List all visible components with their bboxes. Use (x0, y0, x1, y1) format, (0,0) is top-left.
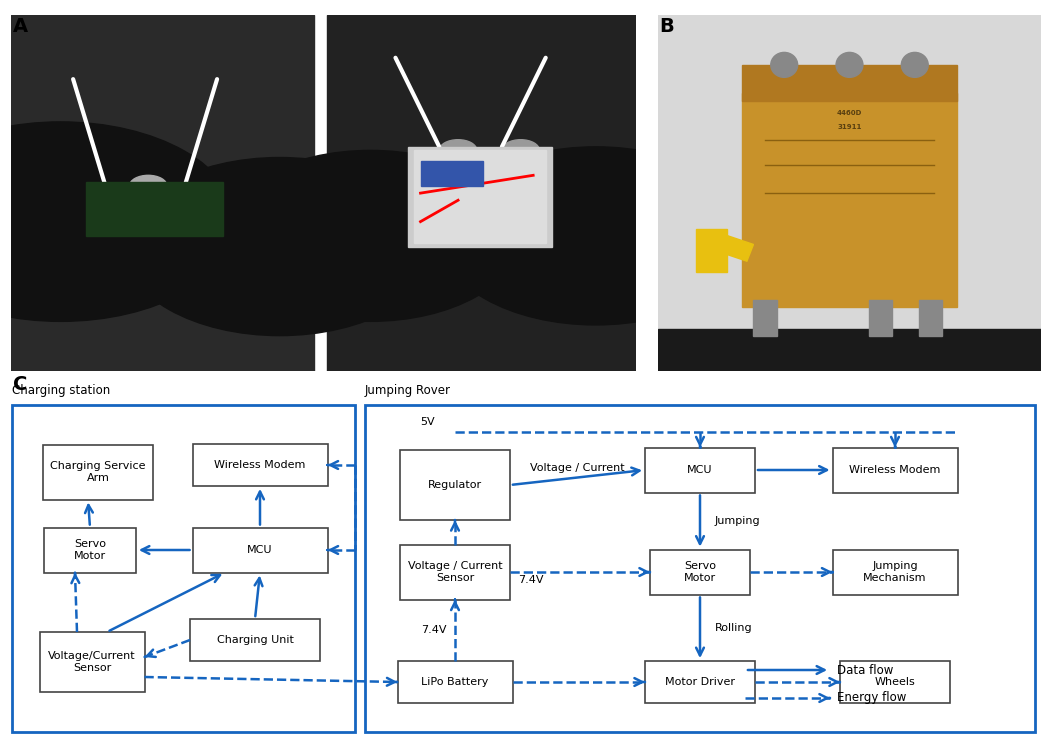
Bar (832, 448, 957, 493)
Bar (414, 150, 546, 243)
Text: Servo
Motor: Servo Motor (74, 539, 106, 561)
Bar (43, 445, 153, 500)
Bar (400, 450, 510, 520)
Bar (650, 550, 750, 595)
Text: Data flow: Data flow (837, 664, 893, 676)
Text: Charging station: Charging station (12, 384, 110, 397)
Text: Jumping Rover: Jumping Rover (365, 384, 451, 397)
Bar (44, 527, 136, 572)
Circle shape (771, 53, 797, 77)
Text: Motor Driver: Motor Driver (665, 677, 735, 687)
Circle shape (129, 176, 167, 196)
Text: Servo
Motor: Servo Motor (684, 561, 716, 583)
Circle shape (502, 140, 540, 161)
Text: Jumping
Mechanism: Jumping Mechanism (864, 561, 927, 583)
Bar (193, 527, 327, 572)
Circle shape (440, 140, 477, 161)
Text: MCU: MCU (687, 465, 713, 475)
Polygon shape (658, 328, 1041, 371)
Bar (85, 182, 223, 236)
Circle shape (220, 150, 521, 321)
Bar (400, 544, 510, 599)
Text: 31911: 31911 (837, 124, 862, 130)
Circle shape (440, 147, 752, 325)
Text: A: A (13, 16, 27, 35)
Text: Charging Service
Arm: Charging Service Arm (50, 461, 146, 483)
Text: Wireless Modem: Wireless Modem (215, 460, 306, 470)
Text: Energy flow: Energy flow (837, 692, 907, 704)
Text: Wireless Modem: Wireless Modem (849, 465, 940, 475)
Text: B: B (660, 16, 674, 35)
Bar (645, 448, 755, 493)
Text: 5V: 5V (420, 417, 434, 427)
Bar (869, 300, 892, 336)
Bar (832, 550, 957, 595)
Circle shape (902, 53, 928, 77)
Polygon shape (11, 15, 315, 371)
Bar (193, 444, 327, 486)
Bar (839, 661, 950, 703)
Bar (696, 229, 727, 272)
Text: LiPo Battery: LiPo Battery (421, 677, 489, 687)
Bar (704, 230, 753, 261)
Bar (190, 619, 320, 661)
Bar (918, 300, 942, 336)
Bar (421, 161, 483, 186)
Text: Voltage / Current
Sensor: Voltage / Current Sensor (408, 561, 502, 583)
Circle shape (123, 158, 437, 336)
Bar (742, 65, 957, 100)
Polygon shape (326, 15, 636, 371)
Text: 7.4V: 7.4V (518, 575, 544, 585)
Bar (645, 661, 755, 703)
Text: 4460D: 4460D (836, 110, 863, 116)
Polygon shape (658, 15, 1041, 371)
Circle shape (0, 122, 236, 321)
Bar (40, 632, 144, 692)
Circle shape (836, 53, 863, 77)
Bar (742, 94, 957, 308)
Text: Rolling: Rolling (715, 622, 752, 633)
Bar (12, 405, 355, 732)
Bar (365, 405, 1035, 732)
Text: Jumping: Jumping (715, 516, 761, 526)
Bar (753, 300, 776, 336)
Text: Voltage / Current: Voltage / Current (530, 463, 625, 473)
Text: MCU: MCU (247, 545, 272, 555)
Bar (398, 661, 512, 703)
Text: 7.4V: 7.4V (422, 626, 447, 635)
Text: Charging Unit: Charging Unit (217, 635, 294, 645)
Text: Voltage/Current
Sensor: Voltage/Current Sensor (48, 651, 136, 673)
Text: Regulator: Regulator (428, 480, 482, 490)
Bar (408, 147, 552, 247)
Text: Wheels: Wheels (874, 677, 915, 687)
Text: C: C (13, 375, 27, 394)
